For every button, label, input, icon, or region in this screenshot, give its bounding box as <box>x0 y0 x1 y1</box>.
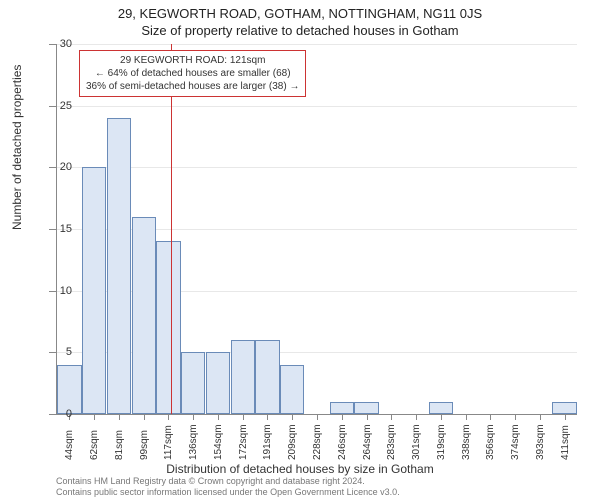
chart-container: 29, KEGWORTH ROAD, GOTHAM, NOTTINGHAM, N… <box>0 0 600 500</box>
y-tick-label: 30 <box>60 38 72 50</box>
histogram-bar <box>206 352 230 414</box>
x-tick-label: 228sqm <box>312 424 323 460</box>
histogram-bar <box>82 167 106 414</box>
x-tick-label: 393sqm <box>535 424 546 460</box>
x-tick <box>367 414 368 420</box>
x-tick-label: 301sqm <box>411 424 422 460</box>
histogram-bar <box>132 217 156 414</box>
y-tick <box>49 44 57 45</box>
x-tick-label: 338sqm <box>461 424 472 460</box>
callout-line: 29 KEGWORTH ROAD: 121sqm <box>86 54 299 67</box>
x-tick-label: 356sqm <box>485 424 496 460</box>
x-tick-label: 44sqm <box>64 430 75 460</box>
x-tick-label: 172sqm <box>238 424 249 460</box>
x-tick <box>540 414 541 420</box>
histogram-bar <box>231 340 255 414</box>
x-tick-label: 319sqm <box>436 424 447 460</box>
histogram-bar <box>354 402 378 414</box>
x-tick-label: 411sqm <box>560 425 571 460</box>
x-tick <box>267 414 268 420</box>
histogram-bar <box>429 402 453 414</box>
x-tick <box>342 414 343 420</box>
x-tick <box>565 414 566 420</box>
x-tick-label: 154sqm <box>213 424 224 460</box>
histogram-bar <box>280 365 304 414</box>
chart-plot-area: 29 KEGWORTH ROAD: 121sqm← 64% of detache… <box>56 44 577 415</box>
y-tick-label: 15 <box>60 223 72 235</box>
histogram-bar <box>552 402 576 414</box>
x-tick <box>193 414 194 420</box>
callout-line: ← 64% of detached houses are smaller (68… <box>86 67 299 80</box>
y-axis-title: Number of detached properties <box>10 65 24 230</box>
y-tick <box>49 414 57 415</box>
x-tick <box>292 414 293 420</box>
grid-line <box>57 106 577 107</box>
footer-line-1: Contains HM Land Registry data © Crown c… <box>56 476 400 487</box>
x-tick <box>243 414 244 420</box>
x-axis-title: Distribution of detached houses by size … <box>0 462 600 476</box>
x-tick <box>144 414 145 420</box>
x-tick <box>490 414 491 420</box>
y-tick-label: 20 <box>60 161 72 173</box>
y-tick-label: 0 <box>66 408 72 420</box>
y-tick <box>49 229 57 230</box>
page-title: 29, KEGWORTH ROAD, GOTHAM, NOTTINGHAM, N… <box>0 0 600 21</box>
histogram-bar <box>330 402 354 414</box>
grid-line <box>57 44 577 45</box>
x-tick-label: 117sqm <box>163 425 174 460</box>
footer-line-2: Contains public sector information licen… <box>56 487 400 498</box>
x-tick-label: 62sqm <box>89 430 100 460</box>
histogram-bar <box>255 340 279 414</box>
x-tick-label: 374sqm <box>510 424 521 460</box>
x-tick <box>218 414 219 420</box>
x-tick-label: 209sqm <box>287 424 298 460</box>
x-tick <box>515 414 516 420</box>
footer-attribution: Contains HM Land Registry data © Crown c… <box>56 476 400 498</box>
y-tick <box>49 167 57 168</box>
y-tick <box>49 352 57 353</box>
x-tick <box>94 414 95 420</box>
grid-line <box>57 167 577 168</box>
histogram-bar <box>181 352 205 414</box>
histogram-bar <box>156 241 180 414</box>
reference-callout: 29 KEGWORTH ROAD: 121sqm← 64% of detache… <box>79 50 306 97</box>
callout-line: 36% of semi-detached houses are larger (… <box>86 80 299 93</box>
page-subtitle: Size of property relative to detached ho… <box>0 21 600 38</box>
x-tick-label: 246sqm <box>337 424 348 460</box>
x-tick <box>441 414 442 420</box>
x-tick <box>391 414 392 420</box>
histogram-bar <box>107 118 131 414</box>
y-tick-label: 5 <box>66 346 72 358</box>
x-tick <box>119 414 120 420</box>
reference-line <box>171 44 172 414</box>
x-tick <box>317 414 318 420</box>
x-tick-label: 191sqm <box>262 424 273 460</box>
y-tick-label: 10 <box>60 285 72 297</box>
x-tick-label: 283sqm <box>386 424 397 460</box>
x-tick-label: 99sqm <box>139 430 150 460</box>
y-tick <box>49 106 57 107</box>
y-tick-label: 25 <box>60 100 72 112</box>
x-tick <box>168 414 169 420</box>
x-tick <box>466 414 467 420</box>
x-tick-label: 264sqm <box>362 424 373 460</box>
histogram-bar <box>57 365 81 414</box>
y-tick <box>49 291 57 292</box>
x-tick-label: 81sqm <box>114 430 125 460</box>
x-tick <box>416 414 417 420</box>
x-tick-label: 136sqm <box>188 424 199 460</box>
